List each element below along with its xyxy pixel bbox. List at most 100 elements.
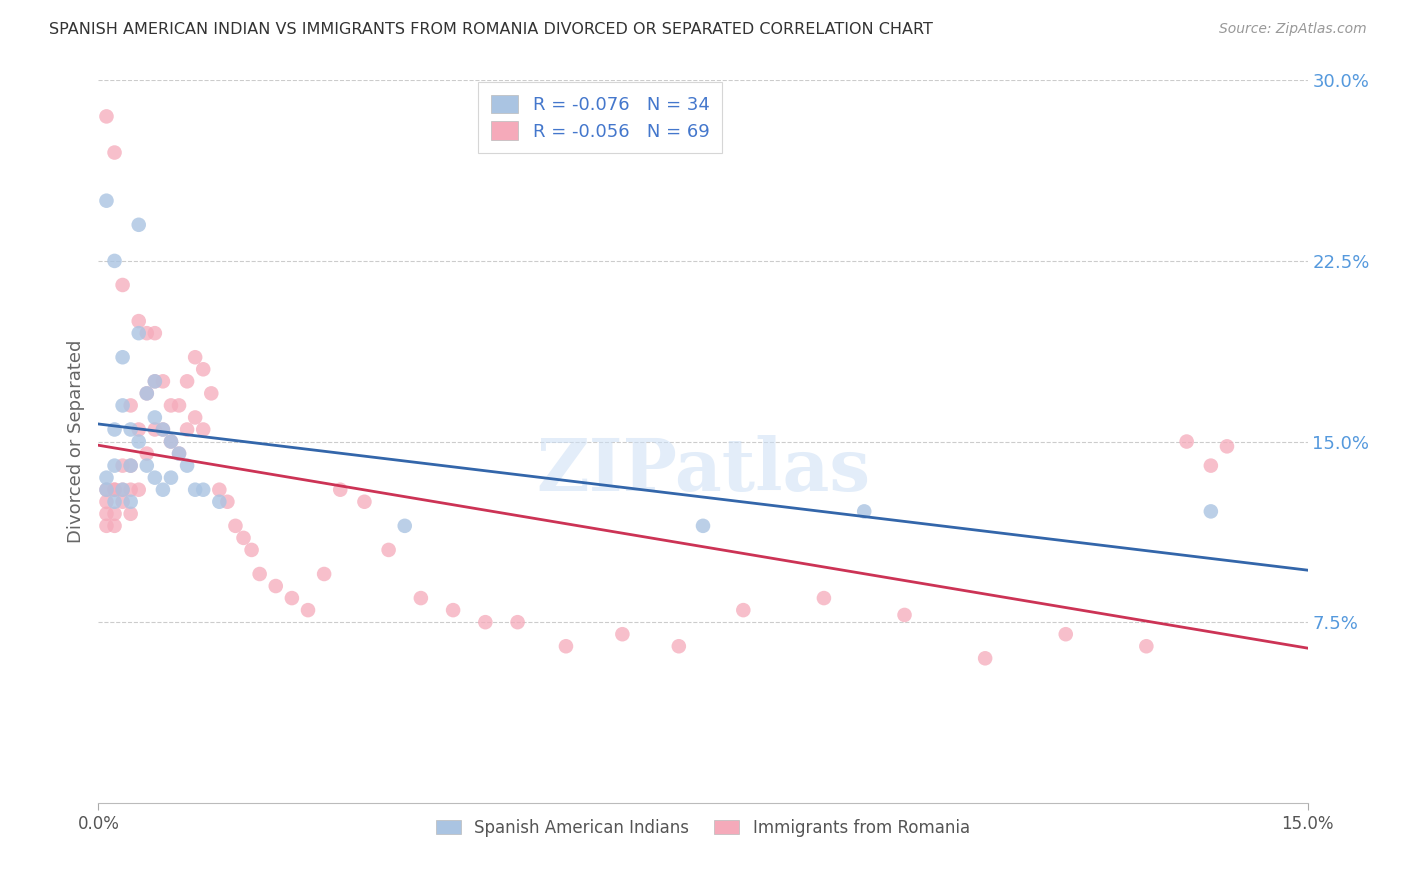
Point bbox=[103, 253, 125, 268]
Point bbox=[167, 398, 190, 412]
Point bbox=[314, 567, 336, 582]
Point bbox=[120, 458, 142, 473]
Y-axis label: Divorced or Separated: Divorced or Separated bbox=[66, 340, 84, 543]
Point bbox=[208, 494, 231, 508]
Point bbox=[143, 374, 166, 388]
Point bbox=[176, 422, 198, 436]
Point bbox=[128, 434, 150, 449]
Point bbox=[297, 603, 319, 617]
Point bbox=[152, 422, 174, 436]
Point bbox=[184, 410, 207, 425]
Point bbox=[128, 326, 150, 340]
Point bbox=[353, 494, 375, 508]
Point bbox=[474, 615, 496, 630]
Point bbox=[103, 458, 125, 473]
Text: SPANISH AMERICAN INDIAN VS IMMIGRANTS FROM ROMANIA DIVORCED OR SEPARATED CORRELA: SPANISH AMERICAN INDIAN VS IMMIGRANTS FR… bbox=[49, 22, 934, 37]
Point bbox=[96, 507, 118, 521]
Point bbox=[813, 591, 835, 605]
Point bbox=[193, 422, 215, 436]
Point bbox=[555, 639, 578, 653]
Point bbox=[111, 483, 134, 497]
Point bbox=[224, 518, 246, 533]
Point bbox=[96, 470, 118, 484]
Point bbox=[974, 651, 997, 665]
Text: ZIPatlas: ZIPatlas bbox=[536, 435, 870, 506]
Point bbox=[96, 483, 118, 497]
Point bbox=[1054, 627, 1077, 641]
Point bbox=[733, 603, 755, 617]
Point bbox=[120, 398, 142, 412]
Point bbox=[167, 446, 190, 460]
Point bbox=[128, 314, 150, 328]
Point bbox=[128, 422, 150, 436]
Point bbox=[120, 422, 142, 436]
Point bbox=[692, 518, 714, 533]
Point bbox=[176, 458, 198, 473]
Point bbox=[184, 483, 207, 497]
Point bbox=[96, 518, 118, 533]
Point bbox=[167, 446, 190, 460]
Point bbox=[120, 483, 142, 497]
Point bbox=[111, 277, 134, 292]
Point bbox=[441, 603, 464, 617]
Point bbox=[143, 410, 166, 425]
Point bbox=[1199, 458, 1222, 473]
Point bbox=[96, 494, 118, 508]
Point bbox=[668, 639, 690, 653]
Point bbox=[128, 483, 150, 497]
Point bbox=[232, 531, 254, 545]
Point bbox=[1199, 504, 1222, 518]
Point bbox=[193, 362, 215, 376]
Point bbox=[1216, 439, 1239, 453]
Point bbox=[120, 494, 142, 508]
Point bbox=[135, 446, 157, 460]
Point bbox=[1135, 639, 1157, 653]
Point bbox=[120, 458, 142, 473]
Point bbox=[394, 518, 416, 533]
Point bbox=[217, 494, 239, 508]
Legend: Spanish American Indians, Immigrants from Romania: Spanish American Indians, Immigrants fro… bbox=[427, 810, 979, 845]
Point bbox=[1175, 434, 1198, 449]
Point bbox=[184, 350, 207, 364]
Point bbox=[111, 350, 134, 364]
Point bbox=[103, 145, 125, 160]
Point bbox=[240, 542, 263, 557]
Point bbox=[135, 386, 157, 401]
Point bbox=[103, 518, 125, 533]
Point bbox=[612, 627, 634, 641]
Point bbox=[264, 579, 287, 593]
Point bbox=[143, 374, 166, 388]
Point bbox=[111, 458, 134, 473]
Point bbox=[506, 615, 529, 630]
Point bbox=[103, 422, 125, 436]
Point bbox=[103, 507, 125, 521]
Point bbox=[160, 470, 183, 484]
Point bbox=[111, 398, 134, 412]
Point bbox=[208, 483, 231, 497]
Point bbox=[281, 591, 304, 605]
Point bbox=[143, 326, 166, 340]
Point bbox=[135, 458, 157, 473]
Point bbox=[377, 542, 399, 557]
Point bbox=[152, 374, 174, 388]
Point bbox=[152, 422, 174, 436]
Point bbox=[103, 494, 125, 508]
Point bbox=[96, 109, 118, 123]
Point bbox=[893, 607, 915, 622]
Point bbox=[409, 591, 432, 605]
Point bbox=[103, 483, 125, 497]
Point bbox=[193, 483, 215, 497]
Point bbox=[111, 494, 134, 508]
Point bbox=[96, 483, 118, 497]
Point bbox=[103, 483, 125, 497]
Point bbox=[152, 483, 174, 497]
Point bbox=[96, 194, 118, 208]
Point bbox=[176, 374, 198, 388]
Point bbox=[329, 483, 352, 497]
Point bbox=[128, 218, 150, 232]
Point bbox=[135, 326, 157, 340]
Point bbox=[143, 422, 166, 436]
Text: Source: ZipAtlas.com: Source: ZipAtlas.com bbox=[1219, 22, 1367, 37]
Point bbox=[249, 567, 271, 582]
Point bbox=[111, 483, 134, 497]
